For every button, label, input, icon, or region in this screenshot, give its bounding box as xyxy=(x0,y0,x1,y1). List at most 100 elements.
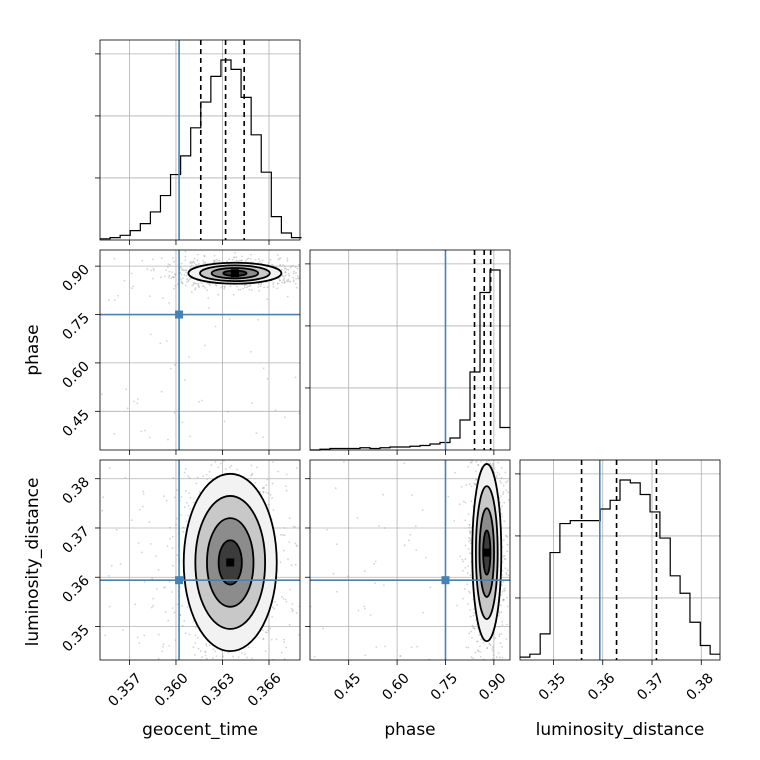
sample-point xyxy=(283,265,286,268)
sample-point xyxy=(205,473,208,476)
sample-point xyxy=(284,271,286,274)
sample-point xyxy=(414,525,417,527)
sample-point xyxy=(214,650,217,653)
sample-point xyxy=(202,285,204,287)
sample-point xyxy=(259,443,261,445)
sample-point xyxy=(190,260,192,263)
sample-point xyxy=(271,497,273,499)
sample-point xyxy=(488,375,490,377)
sample-point xyxy=(476,640,478,643)
sample-point xyxy=(291,677,293,679)
sample-point xyxy=(189,497,192,499)
sample-point xyxy=(185,269,188,272)
sample-point xyxy=(186,606,189,608)
sample-point xyxy=(224,456,226,458)
sample-point xyxy=(497,455,499,457)
sample-point xyxy=(130,287,133,290)
sample-point xyxy=(484,710,486,712)
sample-point xyxy=(502,588,505,591)
sample-point xyxy=(336,590,338,593)
sample-point xyxy=(205,643,208,645)
sample-point xyxy=(294,282,297,285)
sample-point xyxy=(499,453,501,455)
sample-point xyxy=(503,557,506,560)
sample-point xyxy=(505,443,507,445)
sample-point xyxy=(294,542,297,545)
sample-point xyxy=(151,258,154,261)
sample-point xyxy=(285,271,287,274)
sample-point xyxy=(343,461,345,463)
sample-point xyxy=(206,657,208,660)
sample-point xyxy=(257,286,260,288)
sample-point xyxy=(214,460,217,463)
sample-point xyxy=(483,663,485,665)
sample-point xyxy=(171,547,174,549)
sample-point xyxy=(228,454,230,456)
sample-point xyxy=(470,531,472,533)
sample-point xyxy=(222,655,225,658)
sample-point xyxy=(485,461,488,463)
sample-point xyxy=(456,604,458,607)
sample-point xyxy=(363,607,366,610)
sample-point xyxy=(187,279,190,282)
sample-point xyxy=(289,588,291,591)
sample-point xyxy=(283,658,286,660)
sample-point xyxy=(265,441,267,443)
sample-point xyxy=(262,367,265,370)
sample-point xyxy=(201,282,203,284)
sample-point xyxy=(474,651,477,654)
sample-point xyxy=(292,276,295,279)
sample-point xyxy=(504,589,506,592)
sample-point xyxy=(237,656,240,659)
sample-point xyxy=(494,668,496,670)
sample-point xyxy=(504,558,507,560)
sample-point xyxy=(292,525,295,528)
sample-point xyxy=(204,651,207,653)
sample-point xyxy=(171,535,174,538)
sample-point xyxy=(501,505,503,508)
sample-point xyxy=(182,530,185,533)
sample-point xyxy=(468,530,471,532)
sample-point xyxy=(275,638,278,641)
contour-line xyxy=(217,539,243,586)
sample-point xyxy=(472,614,475,617)
sample-point xyxy=(421,509,424,511)
sample-point xyxy=(464,558,467,561)
sample-point xyxy=(168,526,171,529)
truth-marker xyxy=(175,576,184,585)
sample-point xyxy=(495,474,498,477)
sample-point xyxy=(185,281,188,283)
sample-point xyxy=(304,265,306,267)
sample-point xyxy=(269,494,272,496)
sample-point xyxy=(304,644,306,646)
sample-point xyxy=(334,487,337,490)
sample-point xyxy=(194,288,196,291)
sample-point xyxy=(330,458,332,460)
sample-point xyxy=(469,574,472,576)
sample-point xyxy=(465,484,468,486)
sample-point xyxy=(507,456,509,458)
sample-point xyxy=(287,280,290,283)
sample-point xyxy=(504,567,507,570)
sample-point xyxy=(274,409,277,412)
sample-point xyxy=(171,271,174,273)
sample-point xyxy=(251,402,254,404)
sample-point xyxy=(255,423,257,425)
sample-point xyxy=(500,477,503,479)
sample-point xyxy=(157,569,160,571)
sample-point xyxy=(302,492,304,494)
sample-point xyxy=(469,615,472,618)
sample-point xyxy=(311,592,313,594)
sample-point xyxy=(465,681,467,683)
sample-point xyxy=(262,486,264,489)
sample-point xyxy=(193,257,196,260)
sample-point xyxy=(215,258,218,261)
sample-point xyxy=(258,289,260,292)
sample-point xyxy=(208,284,211,286)
sample-point xyxy=(497,461,499,464)
sample-point xyxy=(290,265,293,268)
tick-label-x-luminosity_distance: 0.37 xyxy=(634,670,667,703)
sample-point xyxy=(181,421,184,424)
sample-point xyxy=(162,643,165,646)
sample-point xyxy=(216,393,218,395)
